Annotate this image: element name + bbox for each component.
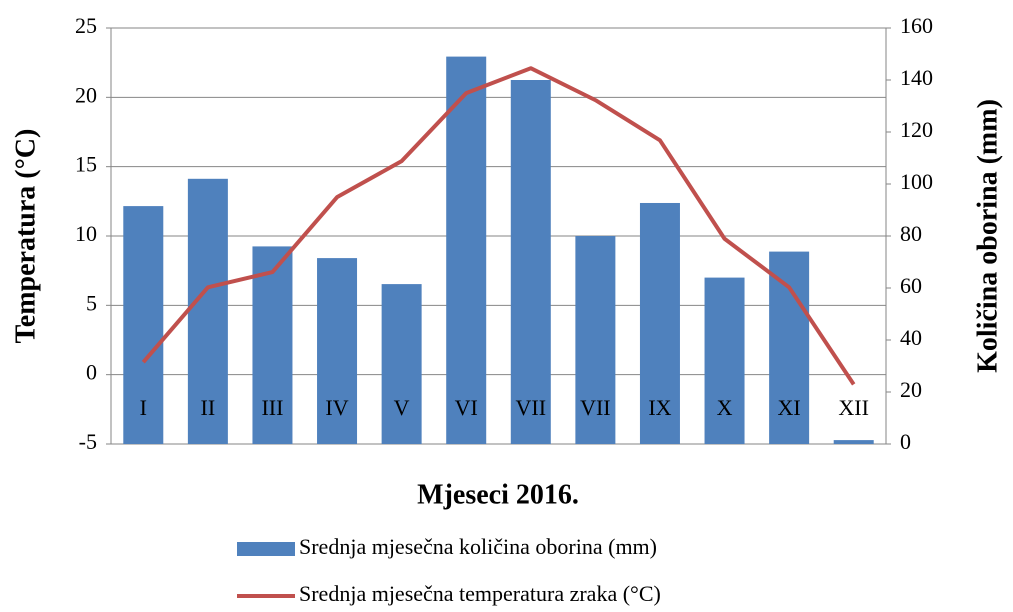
bar — [123, 206, 164, 444]
bar — [510, 80, 551, 444]
y2-tick-label: 80 — [900, 221, 922, 246]
x-tick-label: XI — [778, 395, 801, 420]
x-tick-label: XII — [838, 395, 869, 420]
bar — [187, 178, 228, 445]
y2-tick-label: 20 — [900, 377, 922, 402]
y-tick-label: -5 — [79, 429, 97, 454]
y2-tick-label: 100 — [900, 169, 933, 194]
legend-marker — [237, 542, 295, 556]
x-tick-label: VII — [580, 395, 611, 420]
y-axis-label: Temperatura (°C) — [10, 129, 41, 344]
bar — [704, 277, 745, 444]
x-tick-label: V — [394, 395, 410, 420]
y-tick-label: 15 — [75, 152, 97, 177]
bar — [769, 251, 810, 444]
y-tick-label: 5 — [86, 290, 97, 315]
legend-label: Srednja mjesečna temperatura zraka (°C) — [299, 581, 661, 606]
y2-tick-label: 0 — [900, 429, 911, 454]
y-tick-label: 10 — [75, 221, 97, 246]
y2-tick-label: 40 — [900, 325, 922, 350]
x-tick-label: I — [140, 395, 147, 420]
bar — [446, 56, 487, 444]
bar — [252, 246, 293, 444]
x-axis-label: Mjeseci 2016. — [417, 479, 579, 510]
bar — [575, 236, 616, 444]
x-tick-label: IX — [648, 395, 671, 420]
legend-label: Srednja mjesečna količina oborina (mm) — [299, 534, 657, 559]
x-tick-label: II — [201, 395, 216, 420]
y2-axis-label: Količina oborina (mm) — [972, 99, 1003, 373]
bar — [833, 440, 874, 444]
y2-tick-label: 120 — [900, 117, 933, 142]
y-tick-label: 20 — [75, 82, 97, 107]
x-tick-label: IV — [325, 395, 348, 420]
line — [141, 66, 856, 386]
bar — [381, 284, 422, 444]
x-tick-label: X — [717, 395, 733, 420]
bar — [317, 258, 358, 444]
x-tick-label: VII — [516, 395, 547, 420]
x-tick-label: III — [261, 395, 283, 420]
y-tick-label: 0 — [86, 360, 97, 385]
y2-tick-label: 60 — [900, 273, 922, 298]
bar — [639, 202, 680, 444]
y2-tick-label: 160 — [900, 13, 933, 38]
y-tick-label: 25 — [75, 13, 97, 38]
x-tick-label: VI — [455, 395, 478, 420]
y2-tick-label: 140 — [900, 65, 933, 90]
